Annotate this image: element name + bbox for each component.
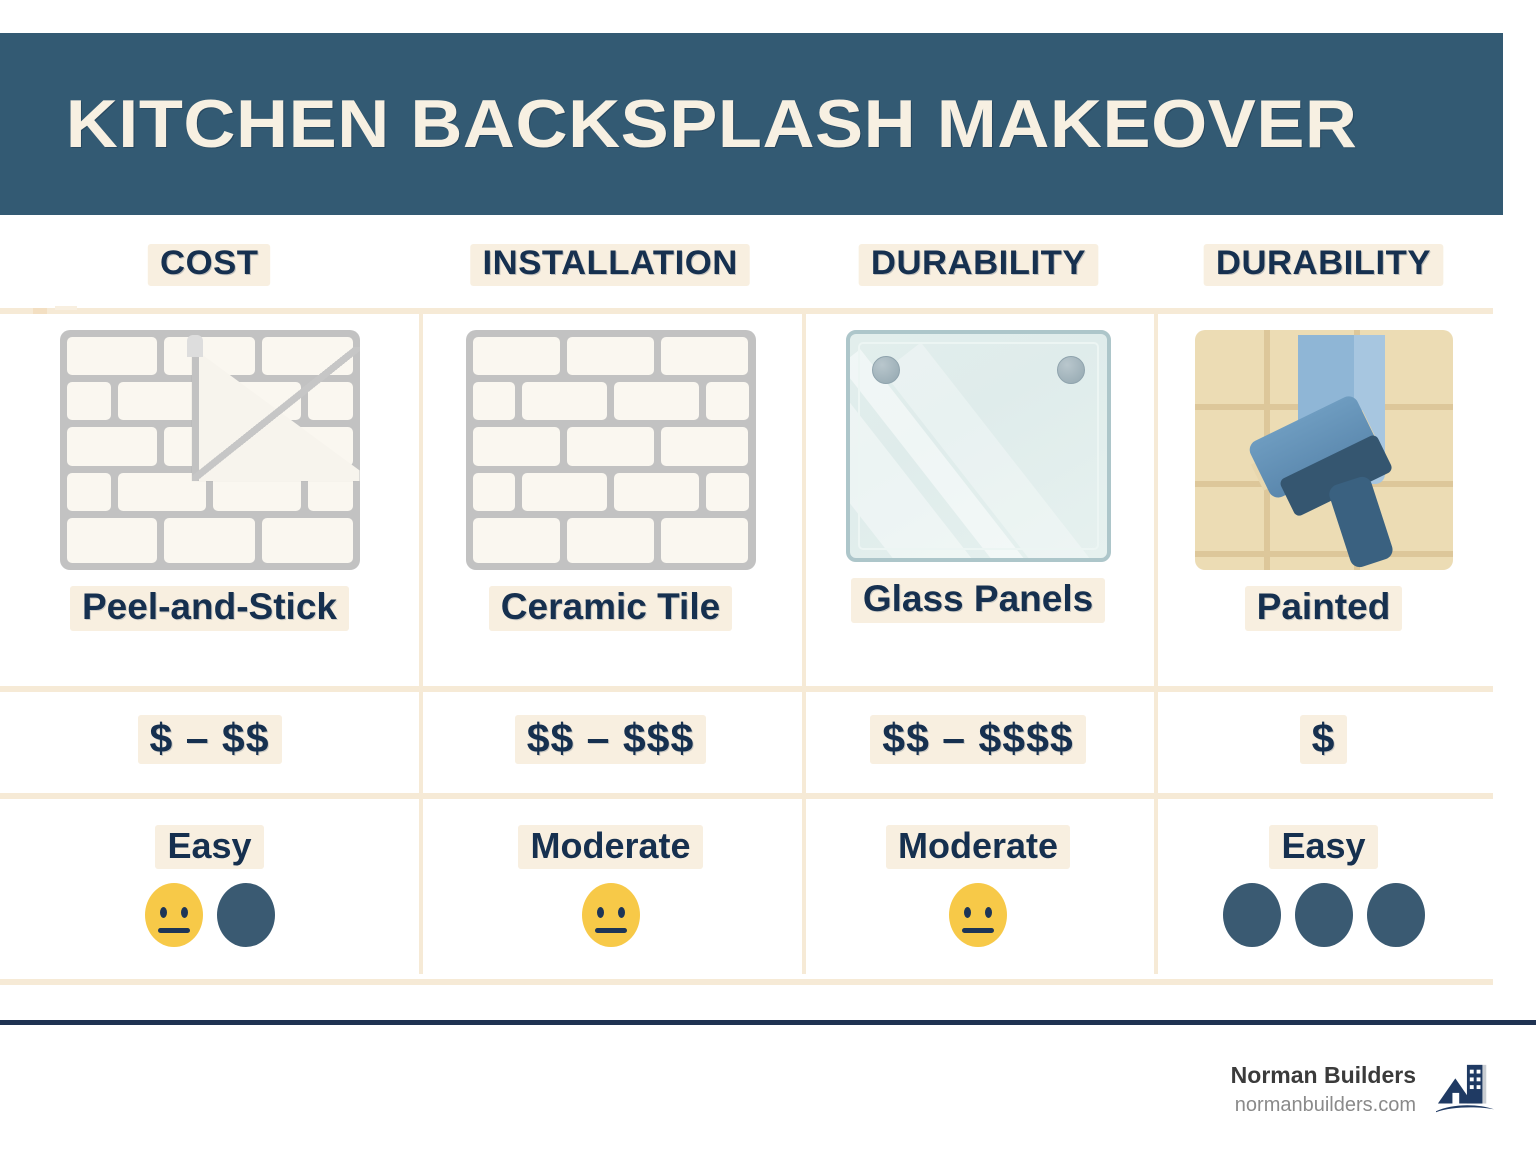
brand-name: Norman Builders xyxy=(1230,1062,1416,1089)
difficulty-icons xyxy=(581,882,640,947)
difficulty-cell-painted: Easy xyxy=(1154,793,1493,979)
column-painted: DURABILITY xyxy=(1154,222,1493,982)
difficulty-icons xyxy=(144,882,275,947)
cost-cell-ceramic-tile: $$ – $$$ xyxy=(419,686,802,793)
grid-artifact-dash-2 xyxy=(55,306,77,310)
product-name-label: Painted xyxy=(1244,586,1403,631)
difficulty-cell-ceramic-tile: Moderate xyxy=(419,793,802,979)
footer-divider xyxy=(0,1020,1536,1025)
dot-icon xyxy=(216,882,275,947)
grid-artifact-dash xyxy=(33,308,47,314)
footer-brand-block: Norman Builders normanbuilders.com xyxy=(1231,1060,1416,1118)
column-header-label: INSTALLATION xyxy=(470,244,751,286)
cost-cell-glass-panels: $$ – $$$$ xyxy=(802,686,1154,793)
column-header-label: DURABILITY xyxy=(858,244,1098,286)
header-bar: KITCHEN BACKSPLASH MAKEOVER xyxy=(0,33,1503,215)
header-cell-durability-1: DURABILITY xyxy=(802,222,1154,308)
product-cell-ceramic-tile: Ceramic Tile xyxy=(419,308,802,686)
difficulty-cell-peel-and-stick: Easy xyxy=(0,793,419,979)
product-name-label: Glass Panels xyxy=(850,578,1106,623)
difficulty-cell-glass-panels: Moderate xyxy=(802,793,1154,979)
page-title: KITCHEN BACKSPLASH MAKEOVER xyxy=(65,86,1358,162)
difficulty-label: Moderate xyxy=(518,825,703,869)
header-cell-installation: INSTALLATION xyxy=(419,222,802,308)
difficulty-label: Moderate xyxy=(885,825,1071,869)
difficulty-label: Easy xyxy=(1269,825,1378,869)
footer: Norman Builders normanbuilders.com xyxy=(0,1025,1536,1154)
cost-value: $$ – $$$$ xyxy=(870,714,1086,765)
paintbrush-on-tile-icon xyxy=(1194,330,1453,570)
grid-divider-1 xyxy=(419,308,423,974)
grid-line-after-names xyxy=(0,686,1493,692)
product-cell-peel-and-stick: Peel-and-Stick xyxy=(0,308,419,686)
difficulty-label: Easy xyxy=(155,825,264,869)
dot-icon xyxy=(1222,882,1281,947)
dot-icon xyxy=(1294,882,1353,947)
peeling-subway-tile-sheet-icon xyxy=(59,330,360,570)
grid-line-top xyxy=(0,308,1493,314)
neutral-face-icon xyxy=(144,882,203,947)
cost-cell-peel-and-stick: $ – $$ xyxy=(0,686,419,793)
building-house-logo-icon xyxy=(1436,1064,1494,1112)
glass-panel-with-standoffs-icon xyxy=(845,330,1111,562)
column-peel-and-stick: COST Peel- xyxy=(0,222,419,982)
dot-icon xyxy=(1366,882,1425,947)
cost-value: $$ – $$$ xyxy=(514,714,707,765)
difficulty-icons xyxy=(949,882,1007,947)
standoff-mount-left-icon xyxy=(871,356,900,384)
column-header-label: COST xyxy=(148,244,271,286)
grid-divider-2 xyxy=(802,308,806,974)
subway-tile-wall-icon xyxy=(465,330,756,570)
product-cell-painted: Painted xyxy=(1154,308,1493,686)
comparison-table: COST Peel- xyxy=(0,222,1536,985)
column-header-label: DURABILITY xyxy=(1203,244,1444,286)
neutral-face-icon xyxy=(949,882,1007,947)
column-glass-panels: DURABILITY Glass Pa xyxy=(802,222,1154,982)
cost-cell-painted: $ xyxy=(1154,686,1493,793)
standoff-mount-right-icon xyxy=(1056,356,1085,384)
product-cell-glass-panels: Glass Panels xyxy=(802,308,1154,686)
cost-value: $ – $$ xyxy=(137,714,282,765)
product-name-label: Ceramic Tile xyxy=(488,586,733,631)
neutral-face-icon xyxy=(581,882,640,947)
difficulty-icons xyxy=(1222,882,1425,947)
grid-line-after-cost xyxy=(0,793,1493,799)
grid-line-bottom xyxy=(0,979,1493,985)
header-cell-durability-2: DURABILITY xyxy=(1154,222,1493,308)
header-cell-cost: COST xyxy=(0,222,419,308)
brand-url: normanbuilders.com xyxy=(1234,1093,1416,1116)
product-name-label: Peel-and-Stick xyxy=(70,586,349,631)
cost-value: $ xyxy=(1299,714,1348,765)
column-ceramic-tile: INSTALLATION Ceramic Tile xyxy=(419,222,802,982)
grid-divider-3 xyxy=(1154,308,1158,974)
